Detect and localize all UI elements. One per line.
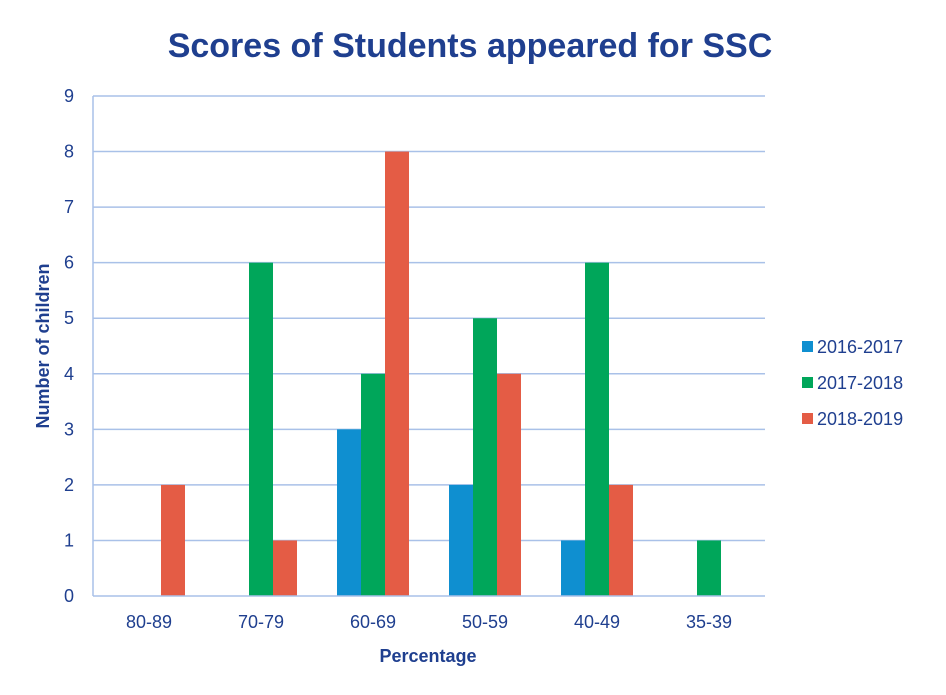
x-axis-title: Percentage	[379, 646, 476, 666]
legend-swatch-2016-2017	[802, 341, 813, 352]
y-tick-label-3: 3	[64, 419, 74, 439]
y-tick-label-7: 7	[64, 197, 74, 217]
x-tick-label-80-89: 80-89	[126, 612, 172, 632]
y-axis-title: Number of children	[33, 263, 53, 428]
bar-2018-2019-60-69	[385, 151, 409, 597]
bar-2017-2018-40-49	[585, 262, 609, 596]
bar-2017-2018-35-39	[697, 540, 721, 596]
y-tick-label-9: 9	[64, 86, 74, 106]
x-tick-labels: 80-89 70-79 60-69 50-59 40-49 35-39	[126, 612, 732, 632]
y-tick-label-5: 5	[64, 308, 74, 328]
bar-2017-2018-60-69	[361, 373, 385, 596]
legend-swatch-2018-2019	[802, 413, 813, 424]
y-tick-labels: 0 1 2 3 4 5 6 7 8 9	[64, 86, 74, 606]
gridlines	[93, 95, 765, 542]
x-tick-label-40-49: 40-49	[574, 612, 620, 632]
y-tick-label-2: 2	[64, 475, 74, 495]
x-tick-label-50-59: 50-59	[462, 612, 508, 632]
x-tick-label-35-39: 35-39	[686, 612, 732, 632]
y-tick-label-6: 6	[64, 253, 74, 273]
legend-swatch-2017-2018	[802, 377, 813, 388]
bar-2017-2018-50-59	[473, 318, 497, 596]
y-tick-label-4: 4	[64, 364, 74, 384]
bar-2018-2019-50-59	[497, 373, 521, 596]
bar-2016-2017-40-49	[561, 540, 585, 596]
legend-label-2017-2018: 2017-2018	[817, 373, 903, 393]
y-tick-label-0: 0	[64, 586, 74, 606]
y-tick-label-1: 1	[64, 530, 74, 550]
x-tick-label-60-69: 60-69	[350, 612, 396, 632]
bars	[161, 151, 721, 597]
chart-title: Scores of Students appeared for SSC	[168, 27, 773, 65]
bar-2018-2019-70-79	[273, 540, 297, 596]
legend: 2016-2017 2017-2018 2018-2019	[802, 337, 903, 429]
legend-label-2018-2019: 2018-2019	[817, 409, 903, 429]
y-tick-label-8: 8	[64, 142, 74, 162]
bar-2017-2018-70-79	[249, 262, 273, 596]
bar-2016-2017-60-69	[337, 429, 361, 596]
legend-label-2016-2017: 2016-2017	[817, 337, 903, 357]
bar-2016-2017-50-59	[449, 484, 473, 596]
bar-2018-2019-80-89	[161, 484, 185, 596]
bar-2018-2019-40-49	[609, 484, 633, 596]
x-tick-label-70-79: 70-79	[238, 612, 284, 632]
axes	[92, 96, 765, 597]
